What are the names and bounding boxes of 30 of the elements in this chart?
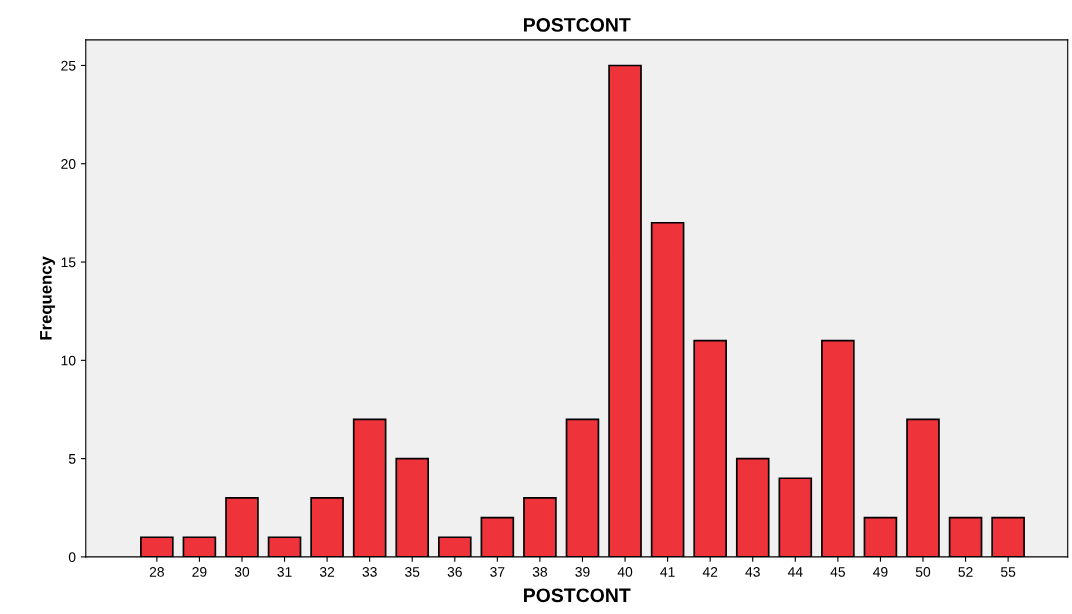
- x-tick-label: 50: [915, 566, 931, 577]
- x-tick-label: 29: [192, 566, 207, 577]
- x-tick-label: 38: [532, 566, 548, 577]
- x-tick-label: 43: [745, 566, 760, 577]
- x-tick-label: 44: [787, 567, 803, 577]
- y-tick-label: 20: [61, 159, 76, 169]
- x-tick-label: 28: [149, 566, 164, 577]
- x-tick-label: 33: [362, 566, 377, 577]
- x-tick-label: 32: [319, 566, 335, 577]
- x-tick-label: 41: [660, 567, 675, 577]
- y-tick-label: 0: [68, 552, 76, 563]
- x-tick-label: 42: [702, 566, 718, 577]
- x-tick-label: 30: [234, 566, 250, 577]
- y-axis-title: Frequency: [40, 256, 56, 340]
- x-tick-label: 49: [873, 566, 888, 577]
- x-tick-label: 31: [277, 566, 292, 577]
- x-tick-label: 39: [575, 566, 590, 577]
- x-tick-label: 37: [490, 566, 505, 577]
- chart-title: POSTCONT: [524, 18, 631, 32]
- y-tick-label: 25: [61, 60, 76, 71]
- y-tick-label: 5: [68, 454, 76, 464]
- x-tick-label: 40: [617, 566, 633, 577]
- x-tick-label: 36: [447, 566, 462, 577]
- y-tick-label: 15: [61, 257, 76, 268]
- x-tick-label: 55: [1000, 567, 1016, 577]
- x-axis-title: POSTCONT: [524, 588, 631, 603]
- x-tick-label: 52: [958, 566, 973, 577]
- x-tick-label: 35: [405, 566, 420, 577]
- y-tick-label: 10: [61, 355, 76, 366]
- x-tick-label: 45: [830, 567, 846, 577]
